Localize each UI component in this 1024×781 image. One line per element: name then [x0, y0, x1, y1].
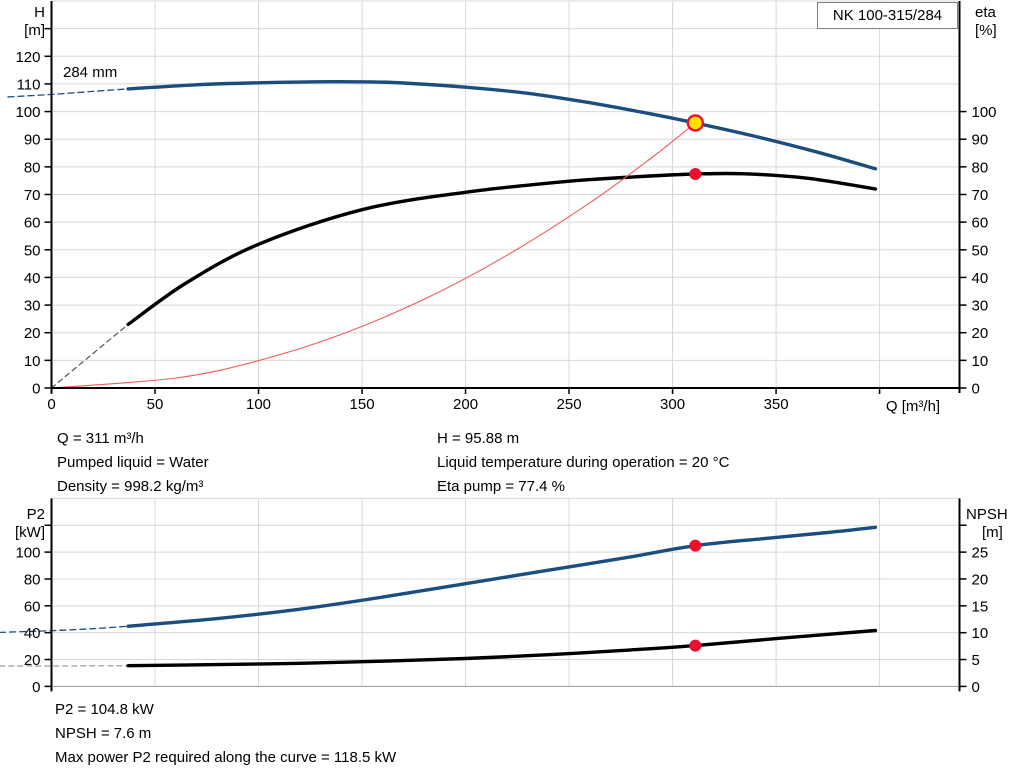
tick-label: 110	[17, 76, 41, 93]
tick-label: 10	[972, 353, 989, 370]
npsh-curve	[126, 628, 878, 668]
tick-label: 30	[972, 298, 989, 315]
eta-axis-label: eta	[975, 4, 996, 21]
p2-curve	[126, 525, 878, 628]
tick-label: 90	[24, 132, 41, 149]
tick-label: 5	[972, 652, 980, 669]
tick-label: 0	[972, 679, 980, 696]
p2-axis-label: P2	[26, 506, 45, 523]
tick-label: 120	[15, 49, 40, 66]
tick-label: 10	[972, 625, 989, 642]
tick-label: 20	[972, 325, 989, 342]
annotation-npsh: NPSH = 7.6 m	[55, 725, 152, 742]
tick-label: 40	[972, 270, 989, 287]
tick-label: 0	[32, 679, 40, 696]
annotation-p2: P2 = 104.8 kW	[55, 701, 154, 718]
tick-label: 60	[972, 215, 989, 232]
tick-label: 0	[972, 381, 980, 398]
tick-label: 250	[557, 396, 582, 413]
head-curve	[126, 79, 878, 171]
tick-label: 40	[24, 625, 41, 642]
tick-label: 15	[972, 598, 989, 615]
annotation-pumped-liquid: Pumped liquid = Water	[57, 454, 209, 471]
head-curve-extrapolated	[7, 88, 129, 98]
tick-label: 10	[24, 353, 41, 370]
h-axis-label: H	[34, 4, 45, 21]
annotation-temperature: Liquid temperature during operation = 20…	[437, 454, 730, 471]
npsh-unit-label: [m]	[982, 524, 1003, 541]
tick-label: 70	[24, 187, 41, 204]
q-axis-label: Q [m³/h]	[885, 398, 941, 415]
tick-label: 50	[147, 396, 164, 413]
tick-label: 100	[972, 104, 997, 121]
p2-unit-label: [kW]	[15, 524, 45, 541]
tick-label: 50	[24, 242, 41, 259]
npsh-axis-label: NPSH	[966, 506, 1008, 523]
pump-type-label: NK 100-315/284	[832, 7, 943, 24]
tick-label: 150	[350, 396, 375, 413]
tick-label: 80	[972, 159, 989, 176]
impeller-size-label: 284 mm	[63, 64, 118, 81]
tick-label: 100	[246, 396, 271, 413]
tick-label: 20	[24, 325, 41, 342]
tick-label: 30	[24, 298, 41, 315]
tick-label: 25	[972, 545, 989, 562]
tick-label: 80	[24, 159, 41, 176]
tick-label: 100	[15, 545, 40, 562]
tick-label: 90	[972, 132, 989, 149]
pump-type-box: NK 100-315/284	[817, 2, 958, 29]
duty-point-p2[interactable]	[689, 539, 702, 552]
efficiency-curve	[126, 171, 878, 327]
system-curve	[50, 122, 696, 389]
annotation-density: Density = 998.2 kg/m³	[57, 478, 204, 495]
tick-label: 200	[453, 396, 478, 413]
tick-label: 0	[32, 381, 40, 398]
tick-label: 100	[15, 104, 40, 121]
duty-point-npsh[interactable]	[689, 639, 702, 652]
eta-unit-label: [%]	[975, 22, 997, 39]
tick-label: 60	[24, 598, 41, 615]
tick-label: 60	[24, 215, 41, 232]
tick-label: 0	[47, 396, 55, 413]
duty-point-head[interactable]	[686, 114, 705, 132]
annotation-q: Q = 311 m³/h	[57, 430, 144, 447]
duty-point-efficiency[interactable]	[689, 168, 702, 181]
p2-curve-extrapolated	[0, 625, 129, 634]
efficiency-curve-extrapolated	[50, 323, 129, 389]
tick-label: 20	[24, 652, 41, 669]
h-unit-label: [m]	[24, 22, 45, 39]
tick-label: 70	[972, 187, 989, 204]
tick-label: 50	[972, 242, 989, 259]
tick-label: 40	[24, 270, 41, 287]
tick-label: 80	[24, 571, 41, 588]
tick-label: 350	[764, 396, 789, 413]
annotation-h: H = 95.88 m	[437, 430, 520, 447]
annotation-max-power: Max power P2 required along the curve = …	[55, 749, 397, 766]
tick-label: 300	[660, 396, 685, 413]
annotation-eta: Eta pump = 77.4 %	[437, 478, 565, 495]
tick-label: 20	[972, 571, 989, 588]
